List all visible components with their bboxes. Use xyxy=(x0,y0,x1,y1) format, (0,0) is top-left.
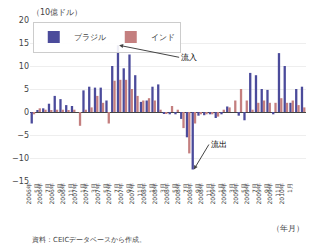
svg-text:2007年9月: 2007年9月 xyxy=(117,183,132,204)
svg-text:2008年3月: 2008年3月 xyxy=(151,183,166,204)
svg-text:2006年5月: 2006年5月 xyxy=(25,183,40,204)
svg-text:0: 0 xyxy=(24,108,29,117)
svg-text:2009年5月: 2009年5月 xyxy=(232,183,247,204)
svg-text:−10: −10 xyxy=(12,154,29,163)
svg-text:2009年9月: 2009年9月 xyxy=(255,183,270,204)
svg-text:2007年5月: 2007年5月 xyxy=(94,183,109,204)
svg-text:2007年3月: 2007年3月 xyxy=(82,183,97,204)
svg-text:インド: インド xyxy=(151,33,175,42)
svg-text:2007年11月: 2007年11月 xyxy=(128,183,143,204)
svg-text:流入: 流入 xyxy=(181,53,197,62)
svg-text:2010年1月: 2010年1月 xyxy=(278,183,293,204)
svg-text:2008年9月: 2008年9月 xyxy=(186,183,201,204)
svg-text:2006年7月: 2006年7月 xyxy=(36,183,51,204)
svg-text:（年月）: （年月） xyxy=(272,224,304,233)
svg-text:−5: −5 xyxy=(17,131,29,140)
svg-text:20: 20 xyxy=(19,16,29,25)
svg-text:2006年9月: 2006年9月 xyxy=(48,183,63,204)
svg-text:2008年7月: 2008年7月 xyxy=(174,183,189,204)
svg-text:2007年1月: 2007年1月 xyxy=(71,183,86,204)
svg-text:10: 10 xyxy=(19,62,29,71)
svg-text:資料：CEICデータベースから作成。: 資料：CEICデータベースから作成。 xyxy=(32,236,146,244)
svg-text:2009年11月: 2009年11月 xyxy=(266,183,281,204)
svg-text:2007年7月: 2007年7月 xyxy=(105,183,120,204)
svg-text:流出: 流出 xyxy=(211,140,227,149)
svg-text:（10億ドル）: （10億ドル） xyxy=(32,8,82,17)
svg-text:2009年3月: 2009年3月 xyxy=(220,183,235,204)
svg-text:2008年11月: 2008年11月 xyxy=(197,183,212,204)
svg-text:15: 15 xyxy=(19,39,29,48)
svg-text:ブラジル: ブラジル xyxy=(74,33,106,42)
svg-text:5: 5 xyxy=(24,85,29,94)
svg-text:2008年1月: 2008年1月 xyxy=(140,183,155,204)
svg-text:2006年11月: 2006年11月 xyxy=(59,183,74,204)
svg-text:2009年1月: 2009年1月 xyxy=(209,183,224,204)
svg-text:2008年5月: 2008年5月 xyxy=(163,183,178,204)
svg-text:2009年7月: 2009年7月 xyxy=(243,183,258,204)
svg-text:−15: −15 xyxy=(12,177,29,186)
